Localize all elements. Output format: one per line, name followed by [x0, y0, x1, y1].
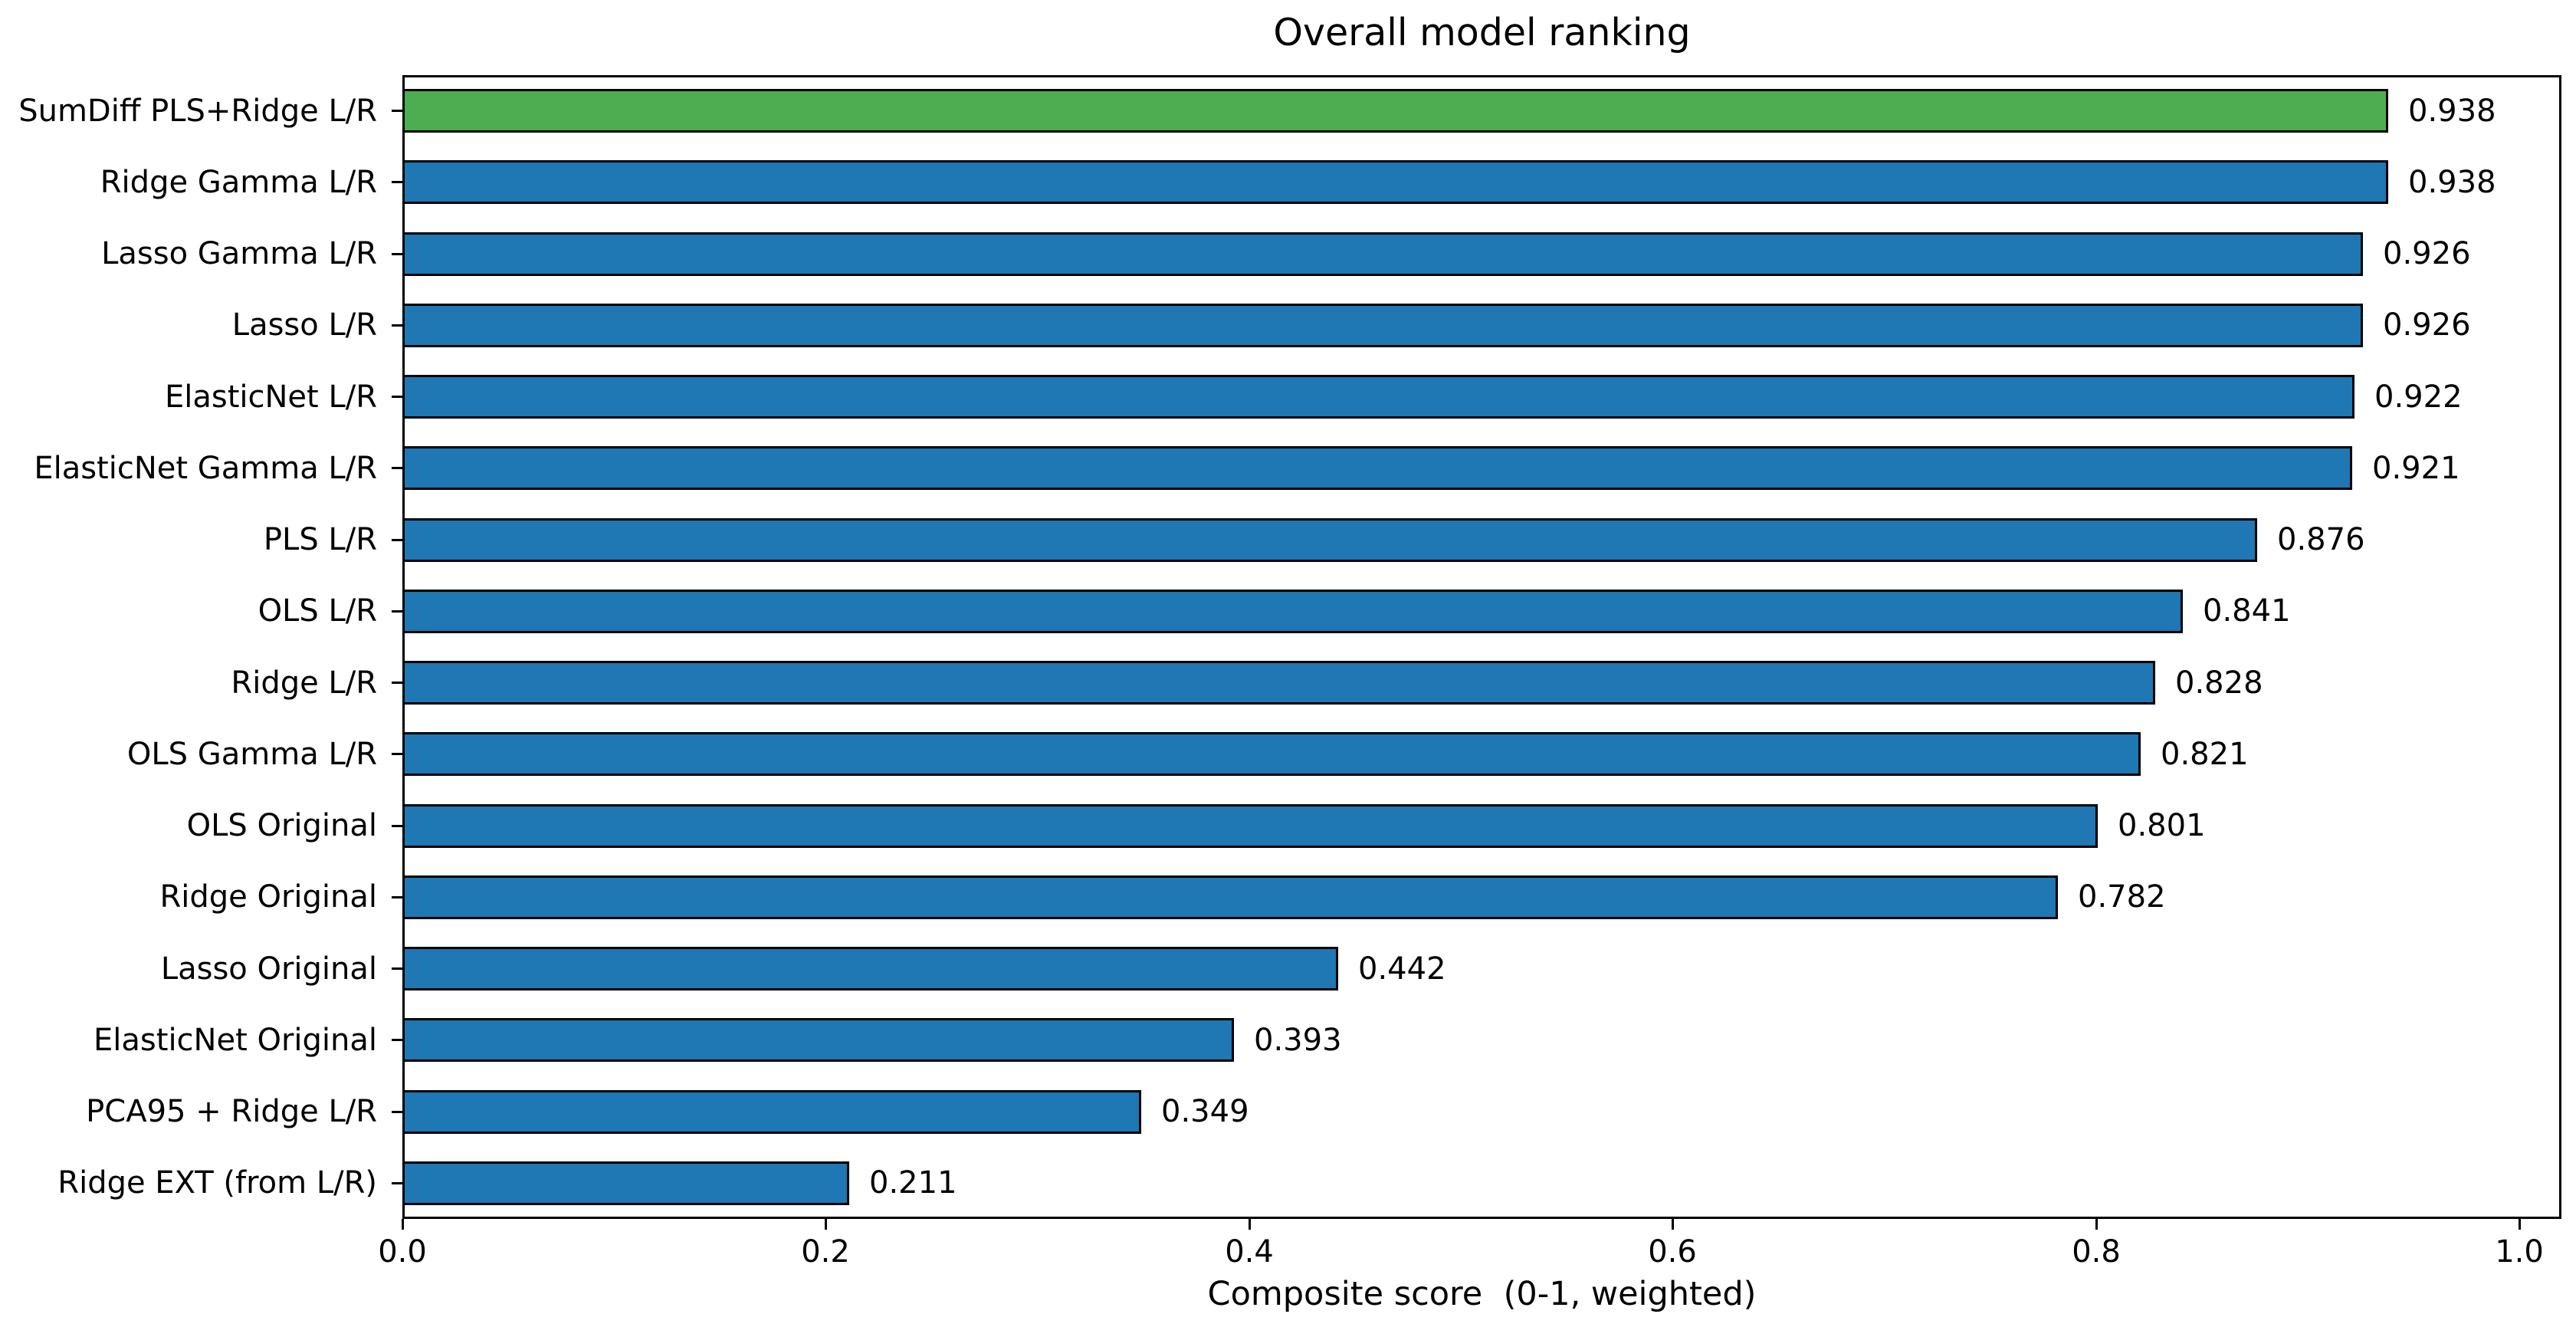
bar-value-label: 0.801 [2118, 808, 2206, 843]
y-tick-label: Ridge EXT (from L/R) [57, 1165, 377, 1201]
bar [402, 590, 2183, 633]
y-tick-mark [392, 610, 402, 613]
y-tick-mark [392, 253, 402, 255]
y-tick-mark [392, 467, 402, 469]
y-tick-label: SumDiff PLS+Ridge L/R [18, 94, 377, 129]
bar-value-label: 0.922 [2374, 379, 2463, 415]
y-tick-label: OLS L/R [258, 593, 377, 629]
bar [402, 89, 2388, 133]
bar-value-label: 0.782 [2078, 879, 2166, 915]
x-tick-label: 0.6 [1648, 1234, 1697, 1270]
x-axis-label: Composite score (0-1, weighted) [1207, 1275, 1757, 1313]
y-tick-mark [392, 1111, 402, 1113]
chart-title: Overall model ranking [1273, 11, 1691, 54]
y-tick-mark [392, 967, 402, 970]
x-tick-mark [2519, 1219, 2521, 1230]
x-tick-mark [402, 1219, 404, 1230]
y-tick-label: OLS Original [186, 808, 377, 843]
bar [402, 875, 2058, 919]
bar [402, 446, 2352, 490]
x-tick-mark [1672, 1219, 1674, 1230]
bar-value-label: 0.876 [2277, 522, 2365, 557]
bar [402, 232, 2363, 276]
y-tick-label: Lasso Original [160, 951, 377, 987]
bar-value-label: 0.938 [2408, 165, 2496, 200]
bar [402, 661, 2155, 705]
y-tick-label: Ridge Original [159, 879, 377, 915]
bar-value-label: 0.841 [2203, 593, 2291, 629]
y-tick-mark [392, 396, 402, 398]
y-tick-label: ElasticNet Original [94, 1023, 377, 1058]
y-tick-label: Ridge Gamma L/R [100, 165, 377, 200]
bar-value-label: 0.926 [2383, 307, 2471, 343]
y-tick-mark [392, 896, 402, 898]
y-tick-label: Lasso Gamma L/R [101, 236, 377, 271]
bar [402, 947, 1338, 990]
y-tick-label: ElasticNet Gamma L/R [34, 451, 377, 486]
y-tick-label: ElasticNet L/R [164, 379, 377, 415]
y-tick-label: Ridge L/R [231, 665, 377, 701]
bar [402, 1090, 1141, 1134]
y-tick-mark [392, 682, 402, 684]
y-tick-mark [392, 1039, 402, 1041]
bar [402, 1161, 849, 1205]
bar [402, 160, 2388, 204]
y-tick-label: PLS L/R [263, 522, 377, 557]
x-tick-label: 1.0 [2495, 1234, 2544, 1270]
y-tick-mark [392, 539, 402, 541]
bar-value-label: 0.393 [1254, 1023, 1342, 1058]
y-tick-mark [392, 753, 402, 755]
bar-value-label: 0.349 [1161, 1094, 1249, 1129]
bar [402, 804, 2098, 848]
bar-value-label: 0.828 [2175, 665, 2263, 701]
bar-value-label: 0.926 [2383, 236, 2471, 271]
x-tick-mark [825, 1219, 827, 1230]
bar [402, 518, 2257, 562]
x-tick-label: 0.8 [2072, 1234, 2121, 1270]
bar [402, 732, 2141, 776]
x-tick-label: 0.4 [1225, 1234, 1274, 1270]
y-tick-label: PCA95 + Ridge L/R [86, 1094, 377, 1129]
x-tick-mark [2095, 1219, 2098, 1230]
bar-value-label: 0.442 [1358, 951, 1446, 987]
y-tick-mark [392, 181, 402, 183]
x-tick-mark [1249, 1219, 1251, 1230]
x-tick-label: 0.2 [801, 1234, 850, 1270]
y-tick-mark [392, 110, 402, 112]
y-tick-mark [392, 324, 402, 327]
y-tick-mark [392, 1182, 402, 1184]
y-tick-mark [392, 825, 402, 827]
x-tick-label: 0.0 [378, 1234, 427, 1270]
y-tick-label: OLS Gamma L/R [126, 737, 377, 772]
bar [402, 375, 2354, 419]
y-tick-label: Lasso L/R [231, 307, 377, 343]
bar [402, 1018, 1234, 1062]
bar-value-label: 0.211 [869, 1165, 957, 1201]
bar [402, 304, 2363, 347]
bar-value-label: 0.821 [2161, 737, 2249, 772]
bar-value-label: 0.938 [2408, 94, 2496, 129]
bar-value-label: 0.921 [2372, 451, 2460, 486]
